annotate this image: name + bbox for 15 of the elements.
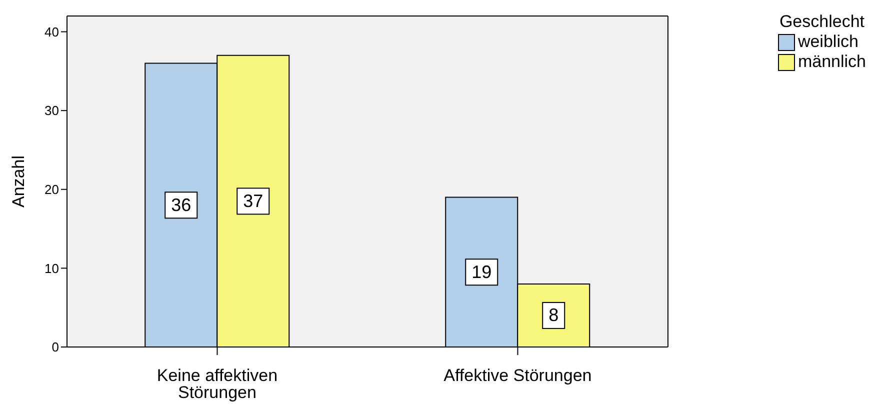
data-label: 8 (548, 305, 559, 326)
legend-title: Geschlecht (778, 12, 866, 32)
y-tick-label: 20 (44, 182, 59, 197)
y-tick-label: 10 (44, 260, 59, 276)
legend-label: männlich (798, 52, 866, 72)
y-axis-title: Anzahl (9, 156, 28, 208)
data-label: 37 (243, 190, 264, 211)
y-tick-label: 40 (44, 24, 59, 40)
y-tick-label: 30 (44, 103, 59, 118)
data-label: 19 (472, 262, 492, 282)
x-tick-label: Keine affektiven Störungen (156, 366, 278, 402)
y-tick-label: 0 (52, 340, 59, 355)
legend-label: weiblich (798, 32, 858, 52)
x-tick-label: Affektive Störungen (444, 366, 592, 385)
data-label: 36 (171, 194, 192, 215)
